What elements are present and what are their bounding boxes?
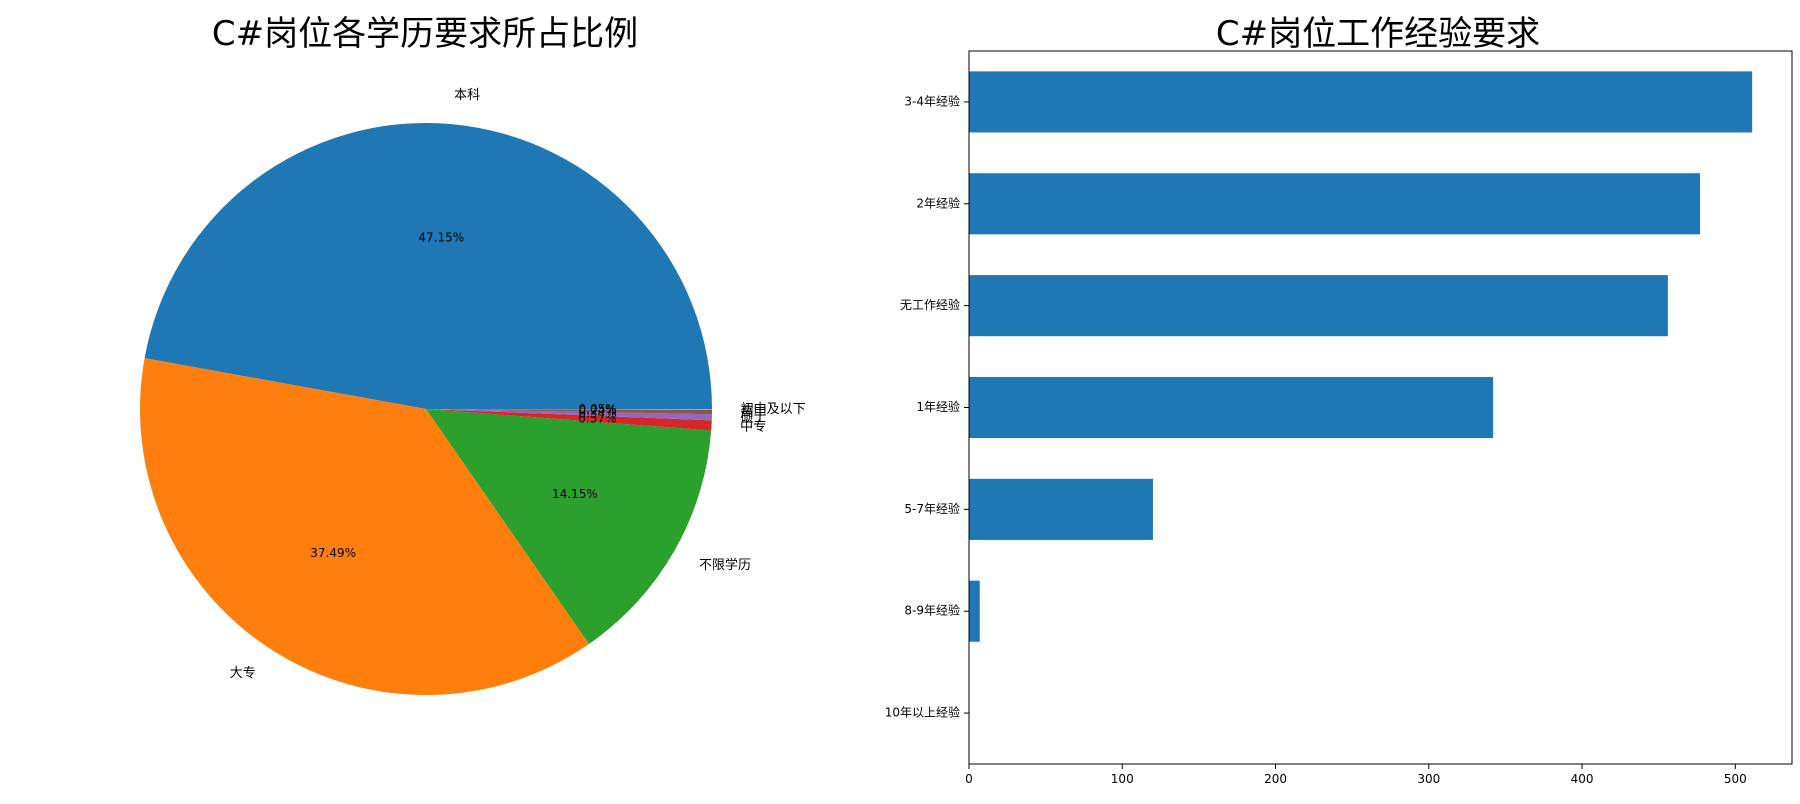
pie-slice-4 xyxy=(426,409,712,421)
x-tick-label-0: 0 xyxy=(965,772,973,786)
x-tick-label-5: 500 xyxy=(1724,772,1747,786)
pie-label-5: 高中 xyxy=(741,404,767,420)
x-tick-label-4: 400 xyxy=(1571,772,1594,786)
y-tick-label-3: 1年经验 xyxy=(916,399,960,414)
y-tick-label-5: 8-9年经验 xyxy=(904,603,960,618)
bar-5 xyxy=(969,580,980,642)
pie-pct-label-0: 47.15% xyxy=(418,231,464,245)
pie-pct-label-2: 14.15% xyxy=(552,487,598,501)
bar-chart-title: C#岗位工作经验要求 xyxy=(1215,14,1541,54)
pie-label-6: 初中及以下 xyxy=(741,402,806,417)
bar-4 xyxy=(969,478,1153,540)
bar-2 xyxy=(969,275,1668,337)
pie-chart-title: C#岗位各学历要求所占比例 xyxy=(211,14,639,54)
pie-pct-label-1: 37.49% xyxy=(310,546,356,560)
pie-label-3: 中专 xyxy=(740,420,766,435)
bar-3 xyxy=(969,376,1494,439)
x-tick-label-1: 100 xyxy=(1111,772,1134,786)
pie-label-1: 大专 xyxy=(230,666,256,681)
y-tick-label-4: 5-7年经验 xyxy=(904,501,960,516)
bar-plot-frame xyxy=(968,50,1793,765)
pie-slice-2 xyxy=(426,409,712,645)
pie-slice-0 xyxy=(144,122,712,409)
pie-label-2: 不限学历 xyxy=(699,557,751,573)
y-tick-label-2: 无工作经验 xyxy=(900,297,960,312)
y-tick-label-6: 10年以上经验 xyxy=(885,705,960,720)
experience-bar-panel: C#岗位工作经验要求 3-4年经验 2年经验无工作经验 1年经验 5-7年经验 8-9年… xyxy=(860,0,1800,800)
pie-slice-3 xyxy=(426,409,712,431)
x-tick-label-2: 200 xyxy=(1264,772,1287,786)
bar-0 xyxy=(969,71,1753,133)
bar-1 xyxy=(969,173,1701,235)
y-tick-label-1: 2年经验 xyxy=(916,195,960,210)
pie-slice-1 xyxy=(140,358,589,695)
x-tick-label-3: 300 xyxy=(1417,772,1440,786)
pie-slice-6 xyxy=(426,409,712,410)
y-tick-label-0: 3-4年经验 xyxy=(904,93,960,108)
pie-slice-5 xyxy=(426,409,712,415)
pie-pct-label-6: 0.05% xyxy=(579,402,617,416)
education-pie-panel: C#岗位各学历要求所占比例 本科 47.15% 大专 37.49% 不限学历 14.15%… xyxy=(0,0,860,800)
pie-label-4: 硕士 xyxy=(740,411,766,426)
pie-label-0: 本科 xyxy=(454,88,480,103)
pie-pct-label-5: 0.24% xyxy=(579,403,617,417)
